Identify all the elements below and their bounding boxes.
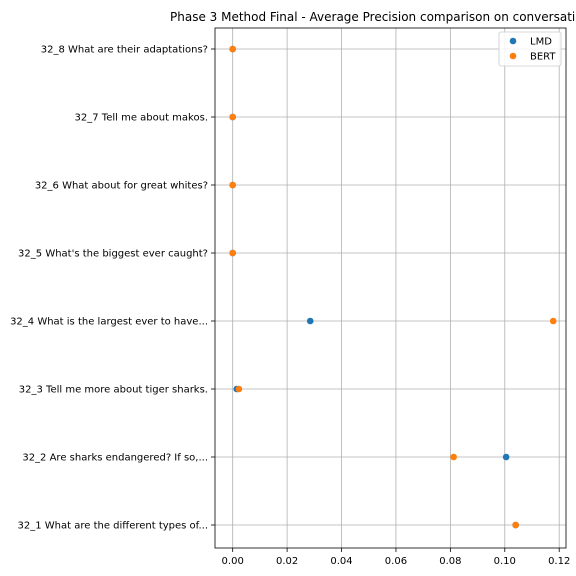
data-point-bert <box>229 181 236 189</box>
y-tick-label: 32_2 Are sharks endangered? If so,... <box>22 453 208 464</box>
y-tick-label: 32_8 What are their adaptations? <box>41 45 208 56</box>
y-tick-label: 32_4 What is the largest ever to have... <box>10 317 208 328</box>
y-tick-label: 32_5 What's the biggest ever caught? <box>18 249 208 260</box>
x-tick-label: 0.00 <box>222 556 244 567</box>
legend-marker-lmd <box>509 37 517 45</box>
legend: LMD BERT <box>498 31 562 67</box>
data-point-bert <box>229 45 236 53</box>
legend-label-bert: BERT <box>530 52 556 63</box>
x-tick-label: 0.04 <box>330 556 352 567</box>
data-point-bert <box>229 113 236 121</box>
y-tick-label: 32_1 What are the different types of... <box>18 521 208 532</box>
data-points <box>229 45 557 529</box>
x-tick-label: 0.02 <box>276 556 298 567</box>
data-point-lmd <box>502 453 510 461</box>
data-point-bert <box>450 453 457 461</box>
data-point-lmd <box>306 317 314 325</box>
data-point-bert <box>549 317 557 325</box>
y-tick-label: 32_3 Tell me more about tiger sharks. <box>19 385 208 396</box>
data-point-bert <box>235 385 243 393</box>
legend-label-lmd: LMD <box>530 37 552 48</box>
grid <box>215 28 566 548</box>
legend-marker-bert <box>509 52 517 60</box>
chart-title: Phase 3 Method Final - Average Precision… <box>170 10 576 24</box>
data-point-bert <box>229 249 236 257</box>
y-tick-label: 32_7 Tell me about makos. <box>75 113 208 124</box>
x-tick-label: 0.06 <box>385 556 407 567</box>
x-tick-label: 0.08 <box>439 556 461 567</box>
data-point-bert <box>512 521 519 529</box>
x-tick-label: 0.10 <box>494 556 516 567</box>
plot-frame <box>214 27 567 549</box>
x-tick-label: 0.12 <box>548 556 570 567</box>
axes: 0.00 0.02 0.04 0.06 0.08 0.10 0.12 32_1 What ar… <box>10 45 570 568</box>
y-tick-label: 32_6 What about for great whites? <box>35 181 208 192</box>
